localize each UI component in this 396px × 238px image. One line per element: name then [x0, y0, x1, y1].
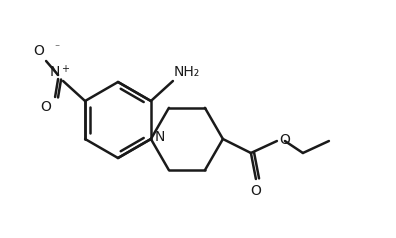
Text: NH₂: NH₂ [174, 65, 200, 79]
Text: ⁻: ⁻ [54, 43, 59, 53]
Text: O: O [279, 133, 290, 147]
Text: N: N [155, 130, 165, 144]
Text: O: O [40, 100, 51, 114]
Text: O: O [33, 44, 44, 58]
Text: O: O [251, 184, 261, 198]
Text: N: N [50, 65, 60, 79]
Text: +: + [61, 64, 69, 74]
